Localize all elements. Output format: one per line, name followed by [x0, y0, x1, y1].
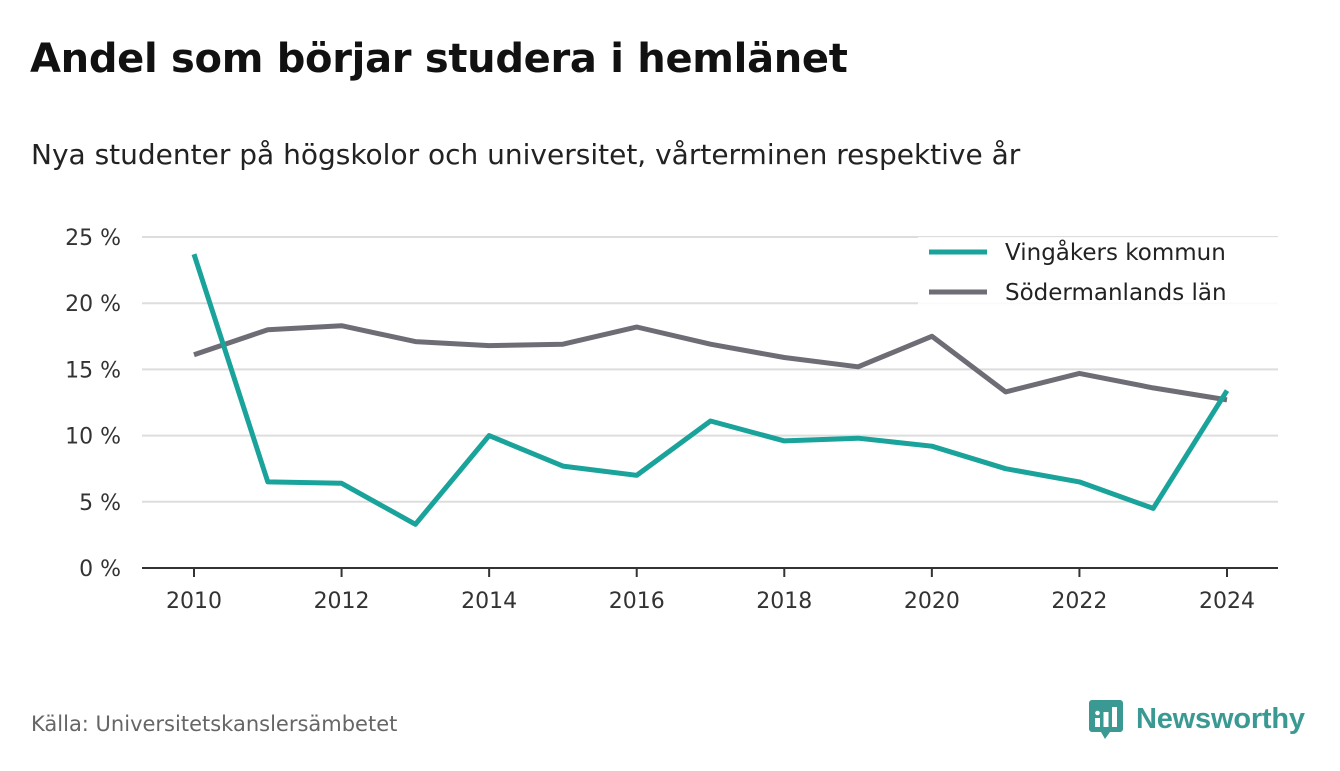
- y-tick-label: 25 %: [65, 226, 121, 251]
- series-line-sodermanland: [193, 323, 1228, 403]
- x-tick-label: 2012: [314, 589, 370, 614]
- legend-background: [918, 237, 1278, 309]
- series-line-vingaker: [191, 253, 1230, 527]
- y-tick-label: 0 %: [79, 557, 121, 582]
- brand-name: Newsworthy: [1136, 702, 1305, 735]
- x-tick-label: 2022: [1051, 589, 1107, 614]
- x-tick-label: 2024: [1199, 589, 1255, 614]
- chart-subtitle: Nya studenter på högskolor och universit…: [31, 138, 1021, 171]
- x-tick-label: 2018: [756, 589, 812, 614]
- y-tick-label: 20 %: [65, 292, 121, 317]
- legend-label: Vingåkers kommun: [1005, 238, 1226, 266]
- x-tick-label: 2020: [904, 589, 960, 614]
- source-note: Källa: Universitetskanslersämbetet: [31, 712, 398, 736]
- x-tick-label: 2016: [609, 589, 665, 614]
- legend-label: Södermanlands län: [1005, 280, 1227, 306]
- y-tick-label: 5 %: [79, 491, 121, 516]
- line-chart: 0 % 5 % 10 % 15 % 20 % 25 % 2010 2012 2014 2016 20…: [65, 226, 1278, 614]
- y-tick-label: 15 %: [65, 358, 121, 383]
- brand: Newsworthy: [1088, 698, 1305, 740]
- x-tick-label: 2014: [461, 589, 517, 614]
- x-tick-label: 2010: [166, 589, 222, 614]
- y-tick-label: 10 %: [65, 425, 121, 450]
- chart-title: Andel som börjar studera i hemlänet: [30, 36, 848, 82]
- newsworthy-logo-icon: [1089, 700, 1123, 739]
